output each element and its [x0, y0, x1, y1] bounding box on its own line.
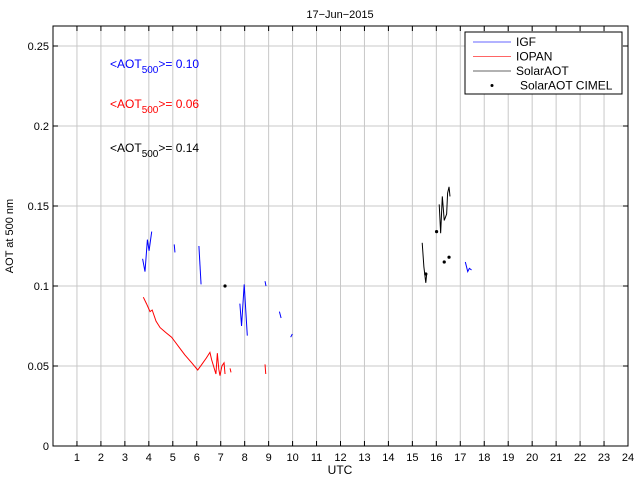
x-tick-label: 9: [266, 452, 272, 464]
x-tick-label: 21: [550, 452, 562, 464]
x-tick-label: 2: [98, 452, 104, 464]
legend-label-igf: IGF: [516, 35, 536, 49]
x-tick-label: 20: [526, 452, 538, 464]
legend-label-iopan: IOPAN: [516, 50, 552, 64]
mean-aot-annotation: <AOT500>= 0.10: [110, 57, 199, 76]
x-tick-label: 22: [574, 452, 586, 464]
solaraot-cimel-point: [424, 272, 428, 276]
annotation-subscript: 500: [142, 65, 159, 76]
x-tick-label: 7: [218, 452, 224, 464]
iopan-line-segment: [142, 296, 226, 376]
solaraot-cimel-point: [447, 255, 451, 259]
y-tick-label: 0.25: [28, 41, 49, 53]
igf-line-segment: [198, 245, 202, 285]
y-tick-label: 0.05: [28, 361, 49, 373]
x-tick-label: 24: [622, 452, 634, 464]
mean-aot-annotation: <AOT500>= 0.06: [110, 97, 199, 116]
igf-line-segment: [264, 281, 267, 287]
grid: [53, 26, 629, 446]
solaraot-cimel-point: [223, 284, 227, 288]
x-tick-label: 10: [286, 452, 298, 464]
x-tick-label: 19: [502, 452, 514, 464]
igf-line-segment: [290, 333, 293, 338]
x-tick-label: 15: [406, 452, 418, 464]
annotation-subscript: 500: [142, 105, 159, 116]
mean-annotations: <AOT500>= 0.10<AOT500>= 0.06<AOT500>= 0.…: [110, 57, 199, 160]
igf-line-segment: [464, 261, 472, 273]
mean-aot-annotation: <AOT500>= 0.14: [110, 141, 199, 160]
x-tick-label: 17: [454, 452, 466, 464]
iopan-line-segment: [229, 368, 232, 373]
series-layer: [142, 186, 472, 376]
x-tick-label: 5: [170, 452, 176, 464]
x-tick-label: 6: [194, 452, 200, 464]
igf-line-segment: [142, 231, 153, 272]
x-tick-label: 18: [478, 452, 490, 464]
x-tick-label: 23: [598, 452, 610, 464]
x-tick-label: 3: [122, 452, 128, 464]
y-tick-label: 0.2: [34, 121, 49, 133]
annotation-value: >= 0.06: [158, 97, 199, 111]
x-tick-label: 11: [311, 452, 322, 464]
legend-swatch-solaraot-cimel: [490, 84, 494, 87]
annotation-prefix: <AOT: [110, 141, 142, 155]
igf-line-segment: [173, 244, 176, 253]
annotation-prefix: <AOT: [110, 57, 142, 71]
x-tick-label: 1: [74, 452, 80, 464]
x-axis-label: UTC: [328, 463, 353, 477]
annotation-prefix: <AOT: [110, 97, 142, 111]
y-tick-label: 0.1: [34, 281, 49, 293]
solaraot-cimel-point: [442, 260, 446, 264]
annotation-value: >= 0.10: [158, 57, 199, 71]
solaraot-line-segment: [438, 186, 451, 234]
x-tick-label: 13: [358, 452, 370, 464]
y-axis-label: AOT at 500 nm: [4, 199, 16, 273]
x-tick-label: 16: [430, 452, 442, 464]
igf-line-segment: [239, 284, 248, 336]
annotation-value: >= 0.14: [158, 141, 199, 155]
annotation-subscript: 500: [142, 149, 159, 160]
legend-label-solaraot-cimel: SolarAOT CIMEL: [520, 79, 613, 93]
ticks: 1 2 3 4 5 6 7 8 9 10 11 12 13 14 15 16 17 18 19 20 21 22 23 240…: [28, 26, 634, 464]
legend-label-solaraot: SolarAOT: [516, 64, 569, 78]
x-tick-label: 14: [382, 452, 394, 464]
igf-line-segment: [278, 311, 282, 319]
y-tick-label: 0: [43, 441, 49, 453]
y-tick-label: 0.15: [28, 201, 49, 213]
x-tick-label: 12: [334, 452, 346, 464]
iopan-line-segment: [264, 364, 267, 375]
x-tick-label: 4: [146, 452, 152, 464]
solaraot-cimel-point: [434, 230, 439, 234]
chart-title: 17−Jun−2015: [306, 9, 373, 21]
x-tick-label: 8: [242, 452, 248, 464]
